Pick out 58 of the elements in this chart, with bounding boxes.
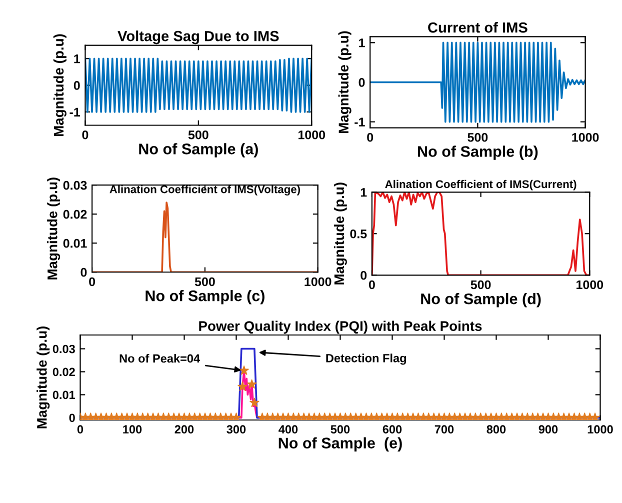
y-tick-label: 0 <box>80 268 87 277</box>
chart-title: Voltage Sag Due to IMS <box>118 30 279 44</box>
y-axis-title: Magnitude (p.u) <box>334 182 347 284</box>
y-tick-label: 0 <box>69 414 75 422</box>
y-tick-label: 0.02 <box>63 210 87 219</box>
y-tick-label: 0 <box>360 270 367 280</box>
y-tick-label: 0.01 <box>52 390 76 400</box>
x-tick-label: 300 <box>226 425 246 434</box>
x-tick-label: 500 <box>470 280 491 290</box>
y-axis-title: Magnitude (p.u) <box>36 326 50 428</box>
line-series <box>370 42 586 123</box>
y-axis-title: Magnitude (p.u) <box>53 34 66 136</box>
x-tick-label: 0 <box>89 277 96 286</box>
x-axis-title: No of Sample (b) <box>418 146 538 160</box>
x-tick-label: 0 <box>367 132 374 142</box>
chart-title: Alination Coefficient of IMS(Voltage) <box>110 185 300 196</box>
x-axis-title: No of Sample (c) <box>146 290 264 304</box>
x-tick-label: 1000 <box>588 425 613 434</box>
x-tick-label: 500 <box>194 277 215 286</box>
line-series <box>85 58 312 113</box>
chart-title: Power Quality Index (PQI) with Peak Points <box>199 320 482 334</box>
chart-title: Current of IMS <box>428 22 528 33</box>
y-tick-label: 1 <box>74 54 80 64</box>
y-axis-title: Magnitude (p.u) <box>47 178 60 280</box>
x-tick-label: 100 <box>123 425 142 434</box>
x-tick-label: 1000 <box>298 130 326 140</box>
y-axis-title: Magnitude (p.u) <box>338 31 352 133</box>
chart-title: Alination Coefficient of IMS(Current) <box>385 180 576 190</box>
x-tick-label: 700 <box>434 425 454 434</box>
y-tick-label: -1 <box>354 118 365 126</box>
y-tick-label: 1 <box>360 188 367 197</box>
y-tick-label: 0.03 <box>63 180 87 190</box>
x-axis-title: No of Sample (e) <box>278 437 402 452</box>
x-axis-title: No of Sample (d) <box>421 293 541 308</box>
y-tick-label: 0.01 <box>63 238 87 248</box>
y-tick-label: 0.02 <box>52 368 75 376</box>
x-tick-label: 600 <box>382 425 402 434</box>
y-tick-label: 0 <box>358 78 365 87</box>
y-tick-label: 0 <box>74 81 80 90</box>
annotation: Detection Flag <box>326 354 406 365</box>
x-tick-label: 1000 <box>576 280 604 290</box>
x-tick-label: 1000 <box>304 277 332 286</box>
x-tick-label: 900 <box>538 425 558 434</box>
y-tick-label: 0.5 <box>350 229 367 238</box>
annotation: No of Peak=04 <box>120 354 200 363</box>
x-tick-label: 0 <box>368 280 375 290</box>
x-tick-label: 500 <box>188 130 208 140</box>
x-tick-label: 400 <box>278 425 298 434</box>
x-tick-label: 500 <box>468 132 488 142</box>
line-series <box>372 192 590 276</box>
y-tick-label: 0.03 <box>52 344 75 354</box>
y-tick-label: 1 <box>359 38 365 48</box>
x-tick-label: 1000 <box>572 132 599 142</box>
x-axis-title: No of Sample (a) <box>139 143 258 158</box>
x-tick-label: 800 <box>486 425 506 434</box>
y-tick-label: -1 <box>70 108 80 116</box>
x-tick-label: 200 <box>174 425 194 434</box>
x-tick-label: 500 <box>330 425 350 434</box>
